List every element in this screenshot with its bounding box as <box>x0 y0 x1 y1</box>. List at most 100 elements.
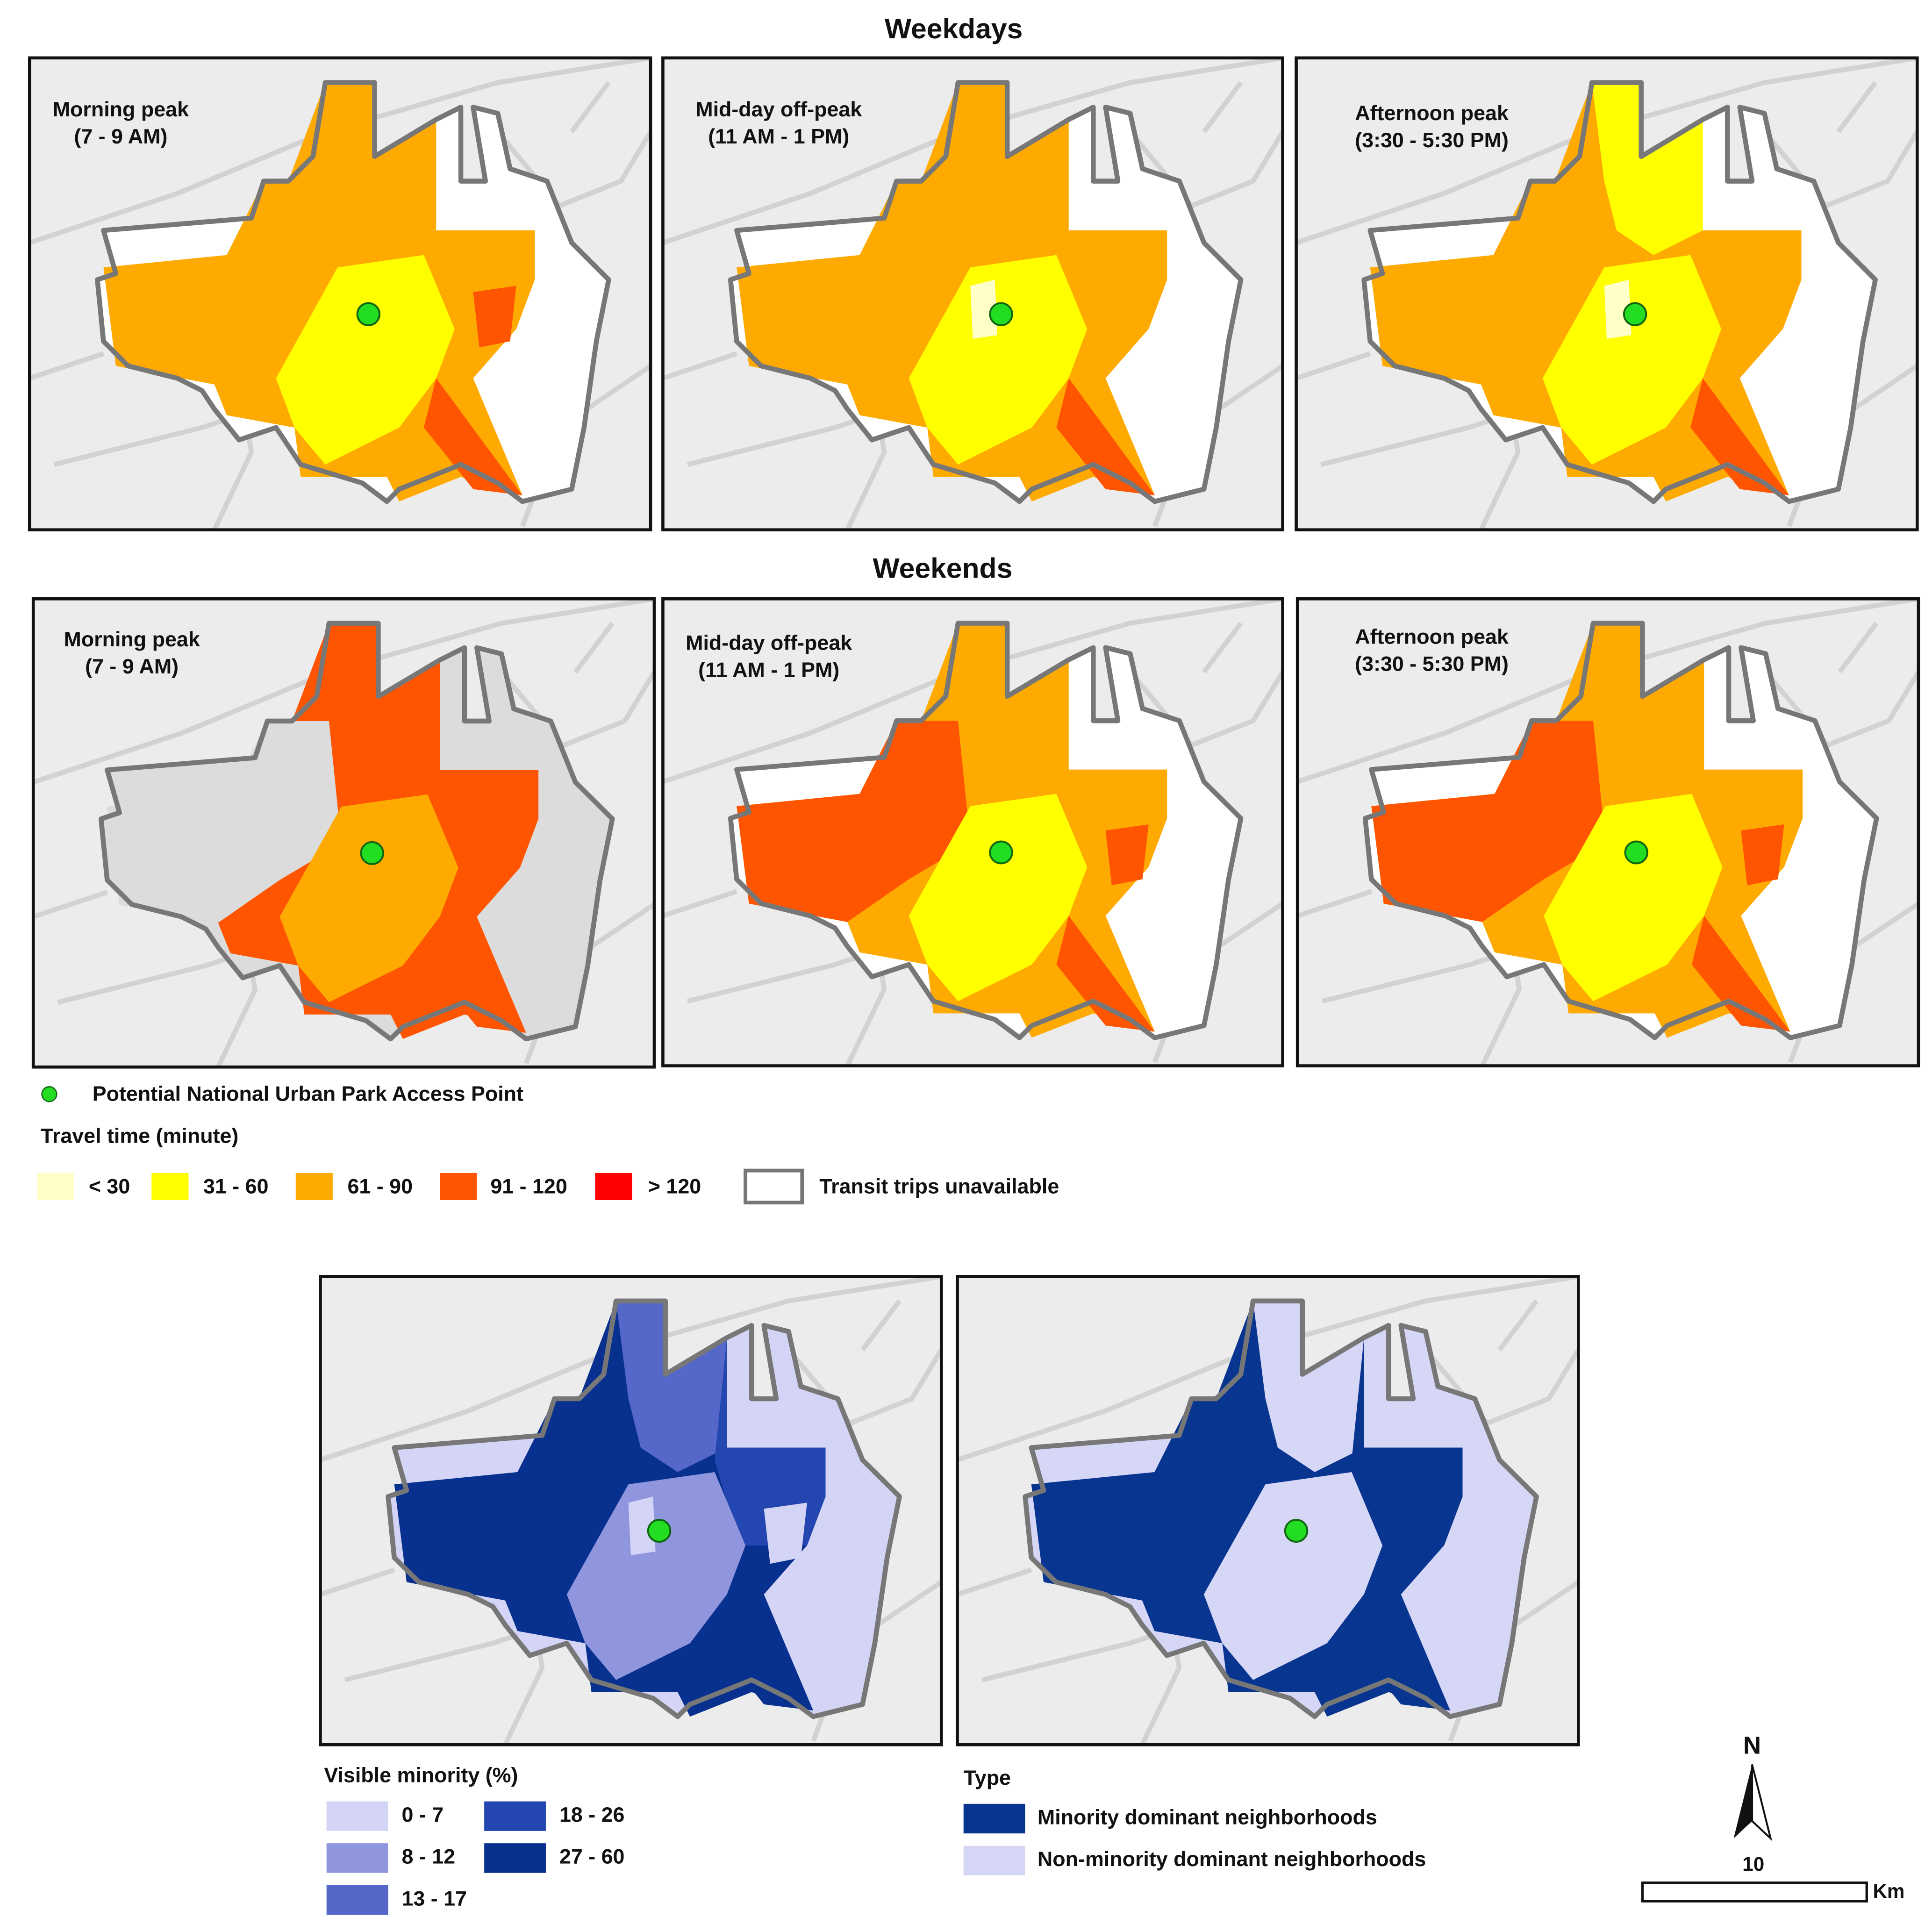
zone-spot <box>1265 1496 1293 1555</box>
zone-se <box>715 1594 814 1711</box>
map-panel <box>1297 599 1918 1066</box>
map-panel <box>663 57 1283 530</box>
city-outline <box>386 1298 902 1719</box>
legend-swatch <box>963 1803 1025 1834</box>
panel-frame <box>956 1275 1580 1746</box>
access-point <box>989 840 1013 865</box>
panel-frame <box>1295 597 1920 1067</box>
road <box>1202 81 1243 134</box>
zone-west <box>737 721 971 922</box>
legend-swatch <box>326 1801 388 1831</box>
scale-unit: Km <box>1873 1880 1904 1902</box>
panel-label: Afternoon peak <box>1355 101 1509 125</box>
legend-title: Type <box>964 1766 1011 1789</box>
zone-east <box>1352 1338 1463 1546</box>
panel-label: Morning peak <box>53 98 189 121</box>
map-panel <box>957 1276 1579 1745</box>
legend-label: 91 - 120 <box>490 1174 567 1198</box>
panel-label: Mid-day off-peak <box>686 631 852 655</box>
panel-time: (7 - 9 AM) <box>74 125 167 148</box>
legend-swatch <box>484 1843 546 1873</box>
road <box>33 890 108 919</box>
zone-se <box>1690 378 1789 495</box>
panel-label: Afternoon peak <box>1355 625 1509 649</box>
zone-west <box>1371 721 1606 922</box>
road <box>1202 622 1243 673</box>
panel-time: (3:30 - 5:30 PM) <box>1355 129 1509 152</box>
zone-core <box>1203 1472 1383 1680</box>
section-title: Weekdays <box>885 13 1023 44</box>
city-outline <box>1362 621 1879 1040</box>
map-panel <box>663 599 1283 1066</box>
city-outline <box>95 80 611 504</box>
panel-frame <box>1295 56 1919 531</box>
zone-east <box>715 1338 826 1546</box>
zone-se <box>1056 378 1155 495</box>
legend-label: 0 - 7 <box>401 1803 444 1826</box>
map-panel <box>29 57 651 530</box>
legend-label: 18 - 26 <box>559 1803 625 1826</box>
zone-patch <box>764 1503 807 1564</box>
road <box>573 622 615 674</box>
map-panel <box>33 599 654 1067</box>
road <box>1838 622 1879 673</box>
road <box>499 670 654 749</box>
city-outline <box>98 621 615 1042</box>
legend-title: Travel time (minute) <box>41 1124 238 1147</box>
zone-se <box>423 378 522 495</box>
legend-swatch <box>963 1846 1025 1875</box>
access-point <box>1284 1518 1309 1543</box>
access-point-symbol <box>41 1086 57 1102</box>
panel-time: (3:30 - 5:30 PM) <box>1355 652 1509 676</box>
legend-label: Non-minority dominant neighborhoods <box>1038 1847 1426 1871</box>
legend-swatch <box>151 1173 189 1200</box>
panel-frame <box>319 1275 943 1746</box>
legend-swatch <box>744 1168 804 1205</box>
map-panel <box>320 1276 942 1745</box>
legend-label: > 120 <box>648 1174 701 1198</box>
zone-core <box>1542 255 1722 465</box>
access-point <box>1624 840 1648 865</box>
road <box>1128 130 1283 209</box>
road <box>860 1299 902 1352</box>
zone-core <box>909 794 1088 1002</box>
legend-label: 13 - 17 <box>401 1887 467 1910</box>
zone-spot <box>628 1496 656 1555</box>
access-point <box>989 302 1013 327</box>
legend-label: 61 - 90 <box>347 1174 413 1198</box>
road <box>957 1567 1032 1597</box>
legend-swatch <box>440 1173 477 1200</box>
zone-west <box>107 721 342 923</box>
zone-spot <box>970 279 998 339</box>
city-outline <box>728 621 1244 1040</box>
road <box>663 889 737 918</box>
zone-core <box>1544 794 1723 1002</box>
zone-core <box>279 794 458 1002</box>
panel-time: (11 AM - 1 PM) <box>698 658 839 682</box>
zone-se <box>427 916 526 1033</box>
north-arrow <box>1751 1764 1773 1841</box>
city-outline <box>1361 80 1878 504</box>
legend-swatch <box>326 1885 388 1915</box>
zone-patch <box>1741 824 1784 886</box>
zone-core <box>566 1472 746 1680</box>
city-outline <box>728 80 1244 504</box>
access-point-label: Potential National Urban Park Access Poi… <box>93 1082 523 1106</box>
panel-label: Mid-day off-peak <box>695 98 862 121</box>
panel-frame <box>661 56 1284 531</box>
zone-top <box>616 1301 727 1472</box>
legend-swatch <box>484 1801 546 1831</box>
panel-time: (11 AM - 1 PM) <box>708 125 849 148</box>
legend-label: 31 - 60 <box>203 1174 269 1198</box>
road <box>663 351 737 381</box>
road <box>1497 1299 1538 1352</box>
city-outline <box>1023 1298 1539 1719</box>
legend-swatch <box>295 1173 333 1200</box>
zone-core <box>276 255 455 465</box>
panel-frame <box>661 597 1284 1067</box>
road <box>29 351 105 381</box>
road <box>1424 1348 1579 1426</box>
zone-top <box>1592 82 1703 255</box>
